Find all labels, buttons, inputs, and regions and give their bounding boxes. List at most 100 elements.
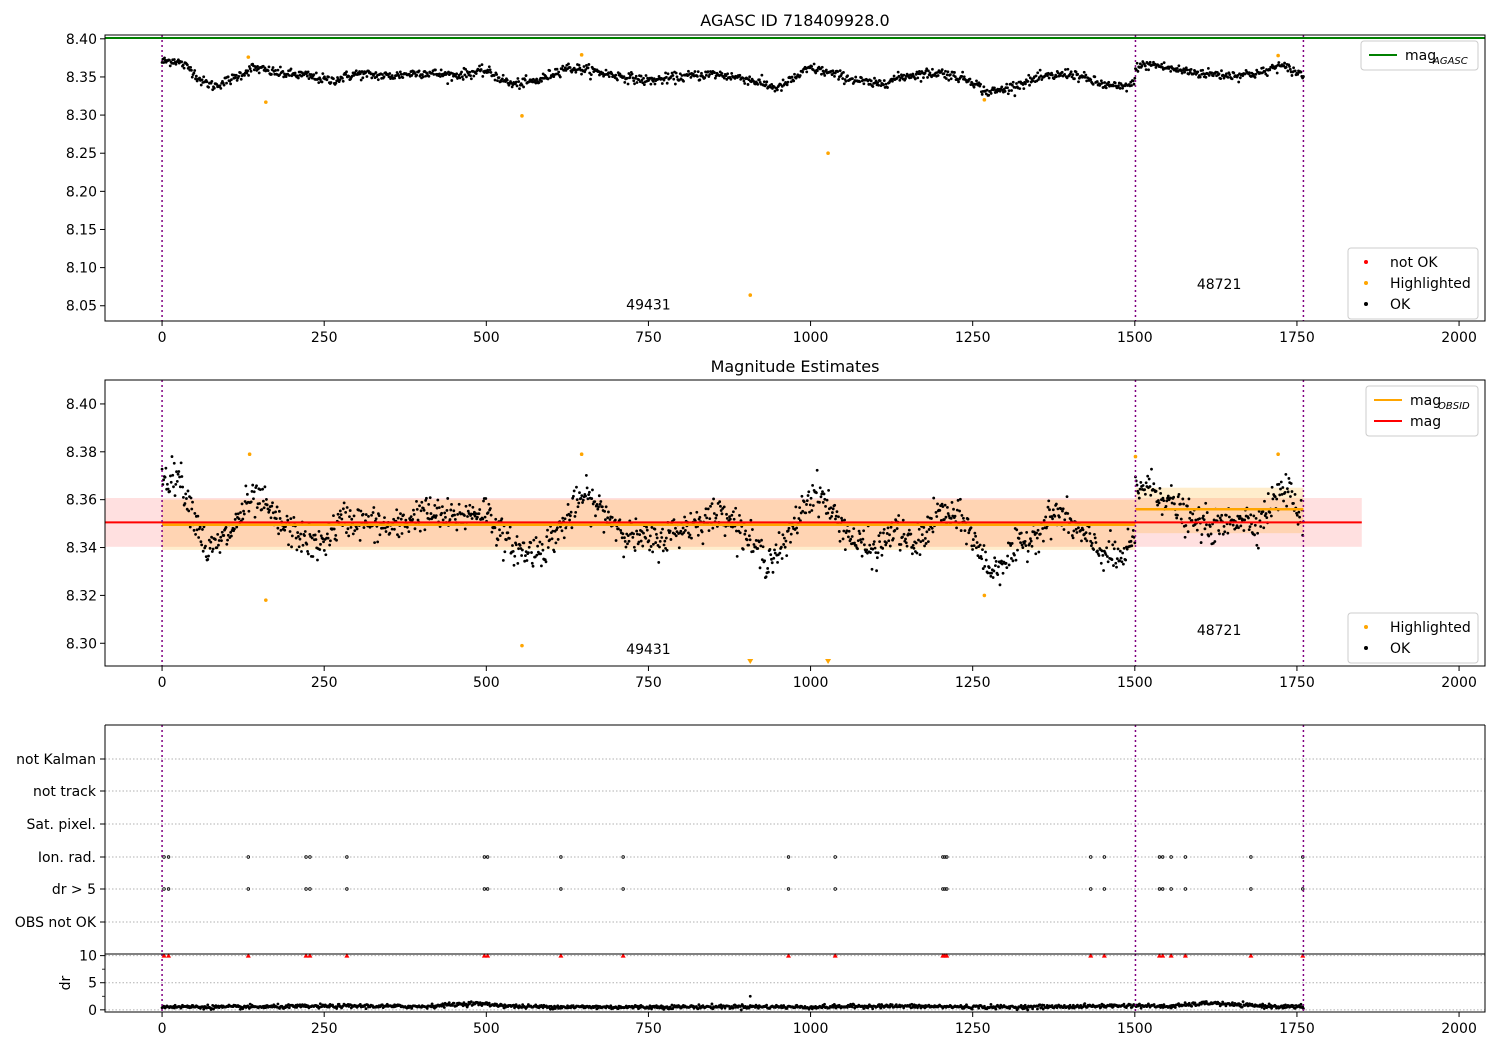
ok-point — [587, 493, 591, 497]
ok-point — [1150, 467, 1153, 471]
ok-point — [473, 514, 477, 518]
ok-point — [438, 75, 442, 78]
ok-point — [180, 60, 184, 64]
ok-point — [1140, 64, 1144, 68]
ok-point — [1079, 528, 1083, 532]
ok-point — [558, 75, 562, 79]
ok-point — [1047, 76, 1051, 80]
ok-point — [931, 67, 934, 71]
ok-point — [235, 78, 239, 82]
dr-point — [970, 1007, 974, 1011]
ok-point — [1212, 518, 1216, 522]
ok-point — [241, 517, 245, 521]
ok-point — [480, 63, 484, 67]
ok-point — [622, 555, 626, 559]
dr-flag-marker — [303, 953, 309, 958]
ok-point — [1024, 82, 1027, 86]
ok-point — [992, 569, 996, 573]
ok-point — [1175, 67, 1179, 70]
agasc-axes — [104, 34, 1486, 322]
ok-point — [1077, 526, 1080, 530]
ok-point — [1131, 529, 1135, 532]
ok-point — [968, 77, 972, 81]
ok-point — [306, 552, 310, 556]
ok-point — [548, 69, 552, 73]
ok-point — [994, 564, 997, 568]
ok-point — [641, 81, 645, 85]
ok-point — [556, 526, 559, 530]
ok-point — [1217, 529, 1221, 532]
ok-point — [776, 560, 779, 564]
ok-point — [1185, 68, 1189, 72]
ok-point — [634, 74, 638, 78]
ok-point — [1263, 70, 1267, 73]
x-tick-label: 1250 — [955, 330, 991, 346]
ok-point — [517, 547, 520, 551]
ok-point — [844, 79, 848, 83]
ok-point — [256, 65, 259, 68]
ok-point — [487, 65, 491, 69]
ok-point — [918, 553, 922, 557]
ok-point — [812, 62, 816, 66]
ok-point — [545, 535, 549, 539]
ok-point — [1040, 78, 1044, 81]
ok-point — [1295, 513, 1299, 517]
ok-point — [415, 73, 419, 77]
ok-point — [728, 517, 732, 521]
ok-point — [1287, 477, 1291, 480]
ok-point — [1011, 80, 1015, 84]
ok-point — [924, 542, 928, 545]
ok-point — [941, 505, 945, 508]
ok-point — [1089, 544, 1093, 548]
ok-point — [367, 515, 370, 518]
highlighted-point — [247, 452, 252, 456]
ok-point — [434, 68, 437, 72]
ok-point — [192, 528, 196, 532]
magnitude-axes — [104, 379, 1486, 667]
flag-point — [345, 855, 349, 859]
ok-point — [1117, 84, 1120, 88]
ok-point — [1288, 65, 1291, 68]
ok-point — [184, 492, 188, 496]
ok-point — [312, 73, 316, 77]
ok-point — [445, 509, 449, 512]
ok-point — [657, 561, 661, 564]
ok-point — [1231, 523, 1235, 527]
dr-point — [1040, 1005, 1043, 1009]
ok-point — [1059, 74, 1062, 77]
ok-point — [944, 515, 948, 519]
ok-point — [928, 71, 932, 75]
ok-point — [708, 73, 712, 76]
ok-point — [1179, 502, 1182, 506]
ok-point — [1289, 495, 1292, 498]
ok-point — [861, 537, 865, 541]
ok-point — [865, 548, 869, 552]
dr-point — [696, 1007, 700, 1011]
ok-point — [1144, 68, 1148, 72]
obsid-label: 49431 — [626, 642, 671, 658]
ok-point — [627, 539, 631, 543]
flag-point — [304, 887, 308, 891]
ok-point — [719, 504, 722, 508]
ok-point — [650, 525, 654, 529]
ok-point — [1006, 86, 1009, 90]
ok-point — [370, 513, 373, 517]
ok-point — [814, 71, 818, 75]
ok-point — [377, 514, 381, 518]
legend-label: Highlighted — [1390, 276, 1471, 292]
ok-point — [1047, 499, 1051, 503]
ok-point — [1063, 72, 1067, 76]
ok-point — [754, 539, 758, 542]
ok-point — [675, 530, 679, 534]
ok-point — [175, 470, 178, 474]
ok-point — [569, 510, 573, 514]
ok-point — [746, 83, 750, 86]
ok-point — [1270, 485, 1274, 489]
dr-point — [1240, 1005, 1244, 1009]
ok-point — [955, 526, 958, 530]
ok-point — [1137, 496, 1141, 500]
dr-flag-marker — [1182, 953, 1188, 958]
ok-point — [564, 526, 568, 530]
ok-point — [1133, 541, 1137, 545]
ok-point — [637, 78, 641, 82]
